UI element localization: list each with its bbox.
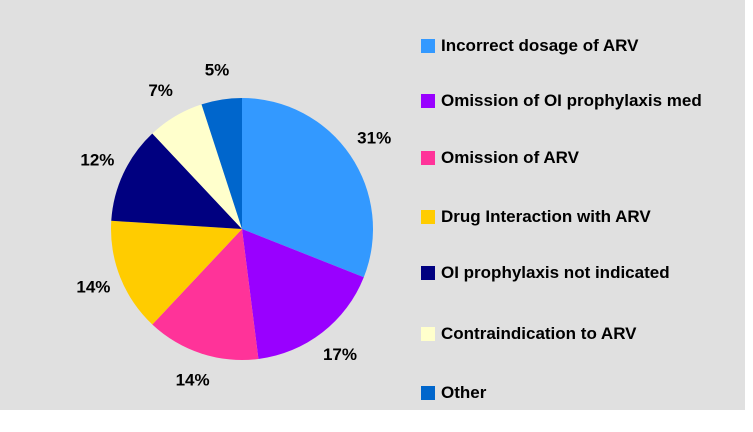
pie-slice [111,220,242,325]
pie-slice [111,133,242,229]
legend-entry: Other [421,383,751,404]
legend-label: Omission of ARV [441,148,579,167]
data-label: 17% [323,345,357,364]
legend-entry: OI prophylaxis not indicated [421,263,751,284]
legend-label: OI prophylaxis not indicated [441,263,670,282]
legend-entry: Omission of ARV [421,148,751,169]
legend-entry: Omission of OI prophylaxis med [421,91,751,112]
data-label: 31% [357,129,391,148]
legend-swatch [421,386,435,400]
legend-label: Incorrect dosage of ARV [441,36,639,55]
legend-swatch [421,327,435,341]
legend-label: Other [441,383,487,402]
data-label: 5% [205,61,230,80]
pie-slice [201,98,242,229]
pie-slice [152,229,259,360]
data-label: 7% [148,81,173,100]
legend-swatch [421,39,435,53]
legend-swatch [421,210,435,224]
legend-swatch [421,266,435,280]
pie-slice [242,229,364,359]
legend-label: Omission of OI prophylaxis med [441,91,702,110]
legend-entry: Contraindication to ARV [421,324,751,345]
pie-slice [152,104,242,229]
legend-swatch [421,151,435,165]
legend-swatch [421,94,435,108]
legend-entry: Incorrect dosage of ARV [421,36,751,57]
data-label: 14% [176,370,210,389]
legend-label: Drug Interaction with ARV [441,207,651,226]
data-label: 12% [80,150,114,169]
legend-entry: Drug Interaction with ARV [421,207,751,228]
data-label: 14% [76,277,110,296]
legend-label: Contraindication to ARV [441,324,637,343]
pie-slice [242,98,373,278]
